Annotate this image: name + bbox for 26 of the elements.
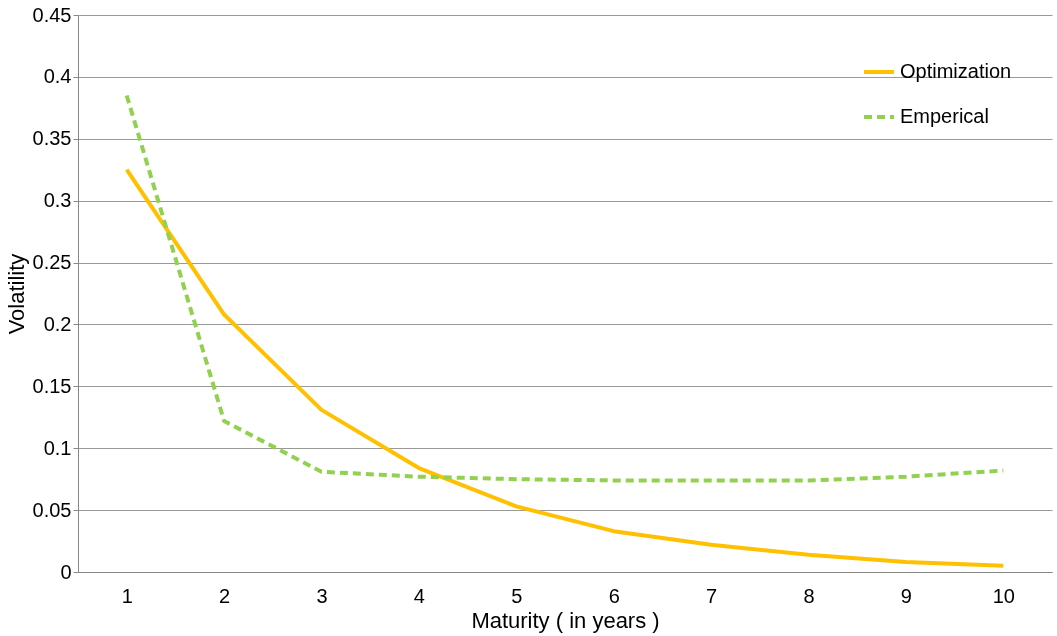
x-tick-label: 10	[992, 584, 1015, 607]
x-tick-label: 9	[900, 584, 912, 607]
x-tick-label: 4	[413, 584, 425, 607]
y-tick-label: 0.3	[43, 189, 72, 212]
x-tick-label: 3	[316, 584, 328, 607]
y-axis-title: Volatility	[3, 253, 29, 335]
x-tick-label: 1	[121, 584, 133, 607]
y-tick-label: 0.35	[32, 127, 72, 150]
x-tick-label: 8	[803, 584, 815, 607]
y-tick-label: 0.05	[32, 498, 72, 521]
x-tick-label: 2	[219, 584, 231, 607]
line-series	[124, 93, 1006, 483]
y-tick-label: 0.25	[32, 251, 72, 274]
x-tick-label: 6	[608, 584, 620, 607]
x-tick-label: 7	[706, 584, 718, 607]
legend-label: Emperical	[900, 105, 989, 127]
y-tick-label: 0.45	[32, 3, 72, 26]
y-tick-label: 0.1	[43, 436, 72, 459]
x-axis-title: Maturity ( in years )	[471, 607, 660, 633]
x-tick-label: 5	[511, 584, 523, 607]
line-series	[124, 167, 1006, 568]
y-tick-label: 0.2	[43, 312, 72, 335]
legend-label: Optimization	[900, 60, 1012, 82]
y-tick-label: 0.15	[32, 374, 72, 397]
y-tick-label: 0	[60, 560, 72, 583]
y-tick-label: 0.4	[43, 65, 72, 88]
